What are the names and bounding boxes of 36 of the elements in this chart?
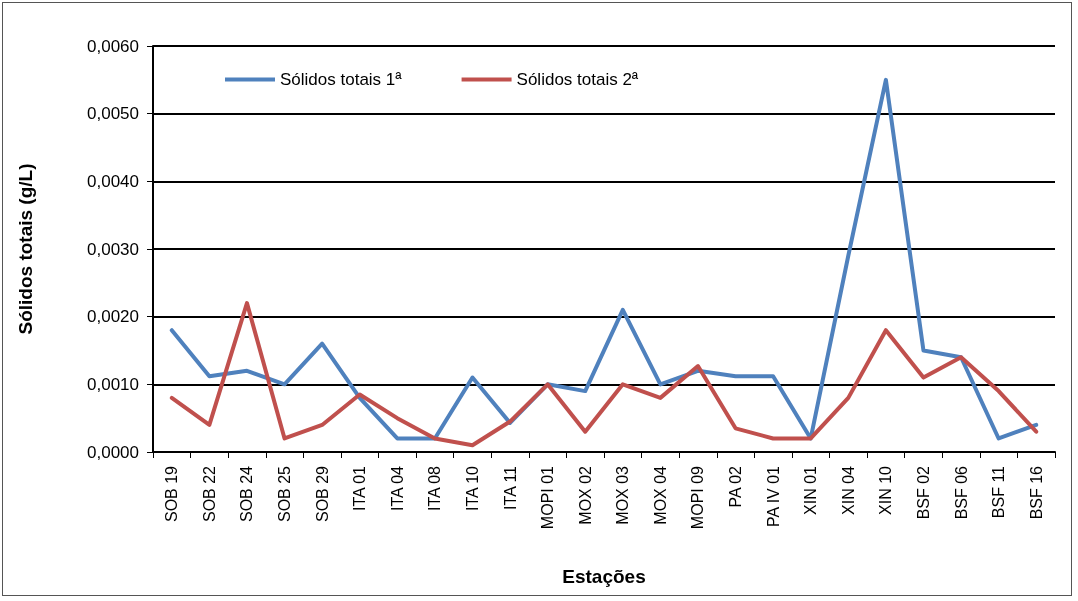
x-axis-title: Estações <box>562 566 646 587</box>
x-tick-label: MOX 02 <box>576 465 594 525</box>
x-tick-label: BSF 06 <box>952 465 970 520</box>
x-tick-label: MOX 04 <box>651 465 669 525</box>
y-tick-label: 0,0040 <box>87 171 139 191</box>
y-tick-label: 0,0030 <box>87 239 139 259</box>
line-series <box>169 301 1039 448</box>
x-tick-label: MOPI 09 <box>689 465 707 530</box>
x-tick-label: BSF 02 <box>914 465 932 520</box>
y-tick-label: 0,0020 <box>87 307 139 327</box>
x-tick-label: XIN 04 <box>839 465 857 515</box>
x-tick-label: BSF 11 <box>990 465 1008 519</box>
x-tick-label: MOPI 01 <box>539 465 557 530</box>
x-tick-label: ITA 04 <box>388 465 406 512</box>
x-tick-label: ITA 01 <box>351 465 369 512</box>
x-tick-label: XIN 10 <box>877 465 895 515</box>
x-tick-label: ITA 11 <box>501 465 519 510</box>
x-tick-label: XIN 01 <box>802 465 820 515</box>
x-tick-label: SOB 29 <box>313 465 331 523</box>
y-tick-label: 0,0060 <box>87 36 139 56</box>
y-tick-label: 0,0000 <box>87 442 139 462</box>
x-tick-label: SOB 22 <box>200 465 218 523</box>
x-tick-label: ITA 08 <box>426 465 444 512</box>
x-tick-label: MOX 03 <box>614 465 632 525</box>
x-tick-label: ITA 10 <box>463 465 481 512</box>
legend-label: Sólidos totais 2ª <box>516 70 639 89</box>
x-tick-label: PA 02 <box>727 465 745 508</box>
x-tick-label: SOB 19 <box>163 465 181 523</box>
y-tick-label: 0,0010 <box>87 374 139 394</box>
x-tick-label: PA IV 01 <box>764 465 782 528</box>
legend-label: Sólidos totais 1ª <box>280 70 403 89</box>
y-axis-title: Sólidos totais (g/L) <box>15 163 36 335</box>
x-tick-label: SOB 25 <box>276 465 294 523</box>
x-tick-label: BSF 16 <box>1027 465 1045 520</box>
x-tick-label: SOB 24 <box>238 465 256 523</box>
y-tick-label: 0,0050 <box>87 104 139 124</box>
